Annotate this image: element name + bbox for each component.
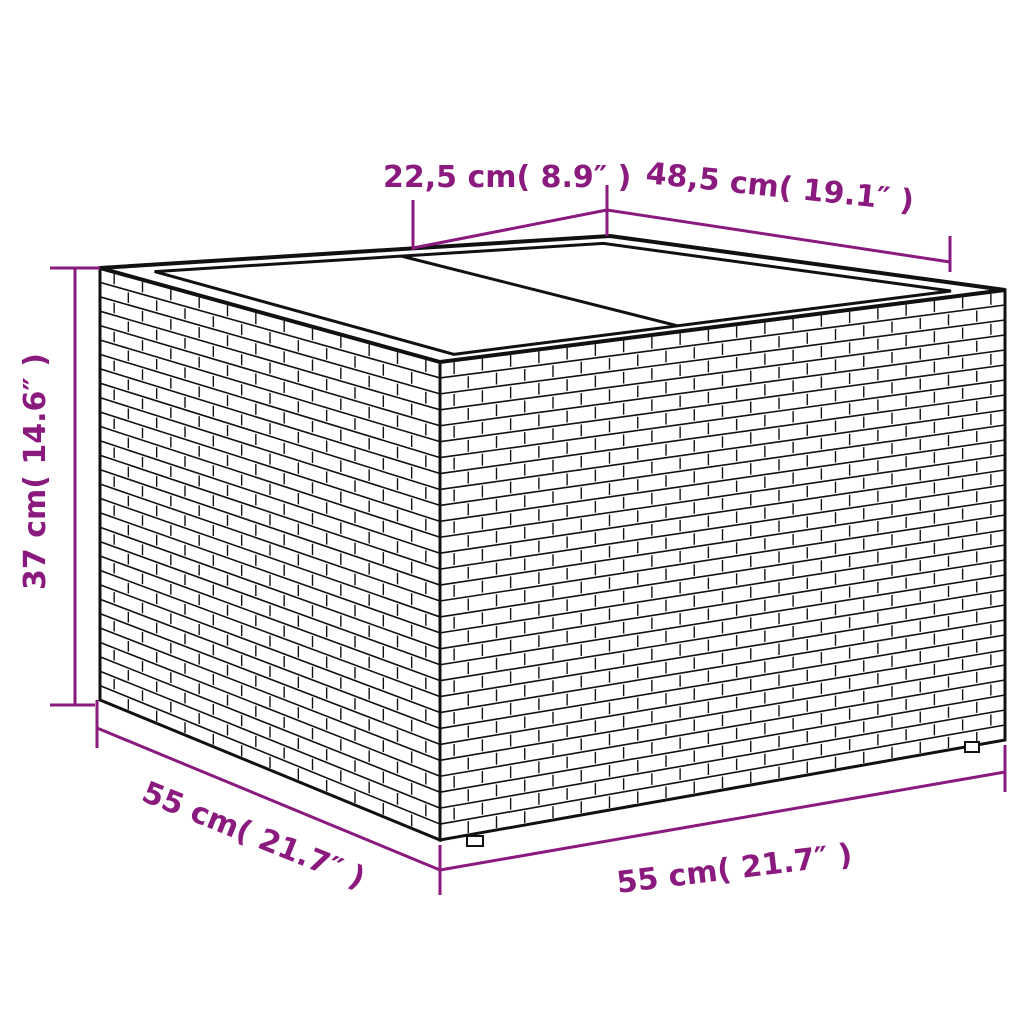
front-face-weave-row [439, 334, 1006, 411]
front-face-weave-row [439, 649, 1006, 746]
label-height: 37 cm( 14.6″ ) [18, 353, 53, 590]
front-face-weave-row [439, 559, 1006, 650]
left-face-weave-row [99, 396, 441, 507]
left-face-weave-row [99, 670, 441, 809]
front-face-weave-row [439, 409, 1006, 491]
front-face-weave-row [439, 454, 1006, 539]
left-face-weave-row [99, 540, 441, 666]
front-face-weave-row [439, 304, 1006, 379]
front-face-weave-row [439, 604, 1006, 698]
front-face-weave-row [439, 619, 1006, 714]
label-top-depth: 48,5 cm( 19.1″ ) [644, 156, 915, 219]
dimension-lines [50, 185, 1007, 895]
label-front-width: 55 cm( 21.7″ ) [615, 837, 854, 901]
left-face-weave-row [99, 569, 441, 698]
foot [466, 835, 484, 847]
left-face-weave-row [99, 324, 441, 427]
front-face-weave-row [439, 364, 1006, 443]
front-face-weave-row [439, 694, 1006, 793]
left-face-weave-row [99, 641, 441, 778]
front-face-weave-row [439, 424, 1006, 507]
left-face-weave-row [99, 584, 441, 714]
front-face-weave-row [439, 394, 1006, 475]
left-face-weave-row [99, 555, 441, 682]
left-face-weave-row [99, 468, 441, 586]
dim-height-line [50, 266, 100, 707]
left-face-weave-row [99, 612, 441, 746]
left-face-weave-row [99, 382, 441, 491]
left-face-weave-row [99, 483, 441, 602]
front-face-weave-row [439, 709, 1006, 809]
left-face-weave-row [99, 627, 441, 762]
dim-top-depth-line [606, 208, 952, 272]
front-face-weave-row [439, 544, 1006, 634]
front-face-weave-row [439, 349, 1006, 427]
front-face-weave-row [439, 574, 1006, 666]
front-face-weave-row [439, 319, 1006, 395]
front-face-weave-row [439, 664, 1006, 762]
dim-front-width-line [439, 745, 1007, 872]
left-face-weave-row [99, 368, 441, 475]
front-face-weave-row [439, 634, 1006, 730]
front-face-weave-row [439, 484, 1006, 570]
left-face-weave-row [99, 526, 441, 650]
front-face-weave-row [439, 469, 1006, 554]
left-face-weave-row [99, 684, 441, 825]
front-face-weave-row [439, 589, 1006, 682]
left-face-weave-row [99, 497, 441, 618]
left-face-weave-row [99, 411, 441, 523]
left-face-weave-row [99, 353, 441, 459]
left-face-weave-row [99, 598, 441, 730]
front-face-weave-row [439, 499, 1006, 586]
top-panel-divider [401, 254, 678, 328]
left-face-weave-row [99, 310, 441, 411]
left-face-weave-row [99, 656, 441, 793]
left-face-weave-row [99, 296, 441, 395]
rattan-storage-box [98, 233, 1007, 847]
left-face-weave-row [99, 454, 441, 570]
front-face-weave-row [439, 724, 1006, 825]
left-face-weave-row [99, 281, 441, 379]
front-face-weave-row [439, 439, 1006, 523]
front-face-weave-row [439, 529, 1006, 618]
left-face-weave-row [99, 440, 441, 554]
left-face-weave-row [99, 339, 441, 443]
label-top-panel-width: 22,5 cm( 8.9″ ) [383, 160, 631, 195]
front-face-weave-row [439, 514, 1006, 602]
foot [964, 741, 980, 753]
left-face-weave-row [99, 512, 441, 634]
top-glass-panel [154, 241, 952, 356]
front-face-weave-row [439, 679, 1006, 778]
front-face-weave-row [439, 379, 1006, 459]
left-face-weave-row [99, 425, 441, 539]
